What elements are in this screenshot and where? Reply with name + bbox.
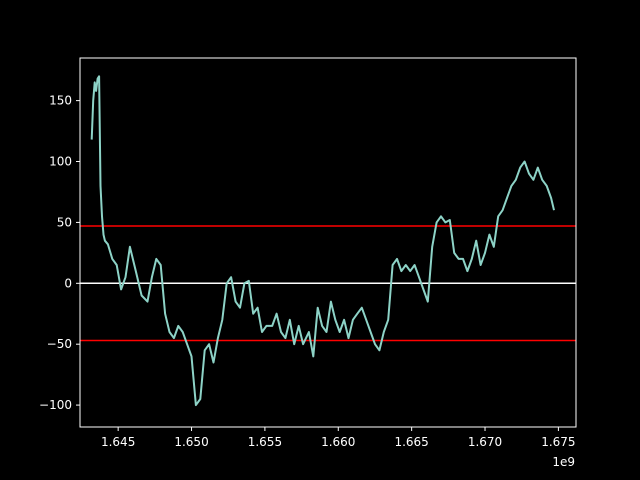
- x-tick-label: 1.670: [468, 435, 502, 449]
- x-axis-offset-label: 1e9: [552, 455, 575, 469]
- series-layer: [90, 75, 555, 407]
- x-tick-label: 1.650: [174, 435, 208, 449]
- y-tick-label: 50: [57, 215, 72, 229]
- x-tick-label: 1.660: [321, 435, 355, 449]
- x-tick-label: 1.675: [541, 435, 575, 449]
- y-tick-label: 100: [49, 155, 72, 169]
- y-tick-label: 0: [64, 276, 72, 290]
- y-tick-label: −100: [39, 398, 72, 412]
- series-line: [90, 75, 555, 407]
- axes-frame: [79, 57, 577, 428]
- x-axis: 1.645 1.650 1.655 1.660 1.665 1.670 1.675: [101, 427, 576, 449]
- y-axis: −100 −50 0 50 100 150: [39, 94, 80, 412]
- x-tick-label: 1.665: [394, 435, 428, 449]
- y-tick-label: −50: [47, 337, 72, 351]
- y-tick-label: 150: [49, 94, 72, 108]
- x-tick-label: 1.645: [101, 435, 135, 449]
- x-tick-label: 1.655: [248, 435, 282, 449]
